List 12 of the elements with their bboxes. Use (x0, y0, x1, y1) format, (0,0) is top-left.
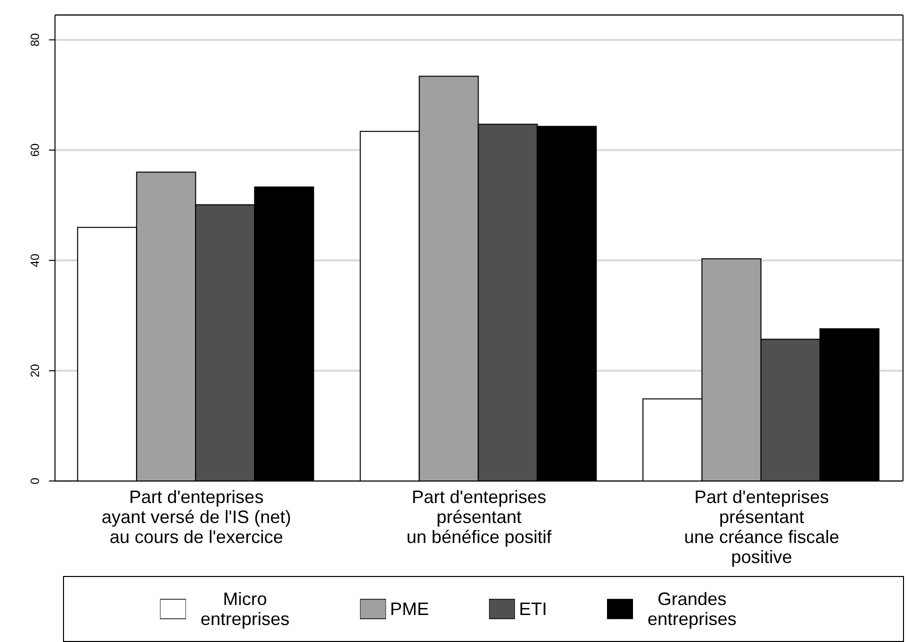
legend-label: ETI (519, 599, 548, 619)
y-tick-label: 40 (28, 253, 42, 268)
y-tick-label: 20 (28, 364, 42, 378)
legend-label: Micro entreprises (199, 589, 290, 629)
x-tick-label: Part d'enteprises présentant une créance fiscale positive (684, 487, 840, 567)
y-tick-label: 60 (28, 143, 42, 157)
x-tick-label: Part d'enteprises ayant versé de l'IS (net) au cours de l'exercice (102, 487, 292, 547)
y-tick-label: 80 (28, 32, 42, 46)
legend-label: PME (390, 599, 429, 619)
y-tick-label: 0 (28, 477, 42, 484)
legend-label: Grandes entreprises (646, 589, 738, 629)
x-tick-label: Part d'enteprises présentant un bénéfice positif (406, 487, 553, 547)
